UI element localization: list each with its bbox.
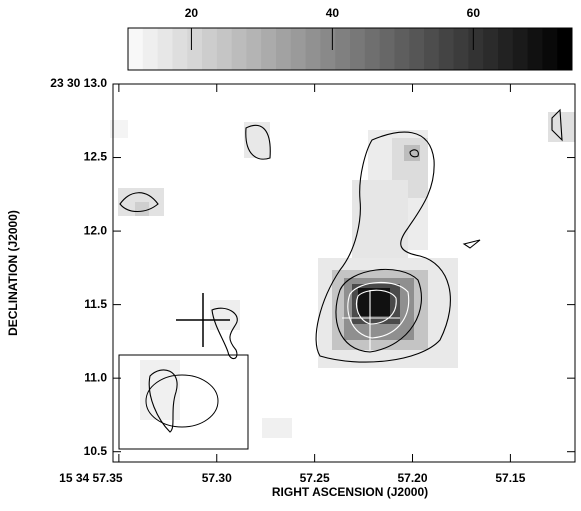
colorbar-tick-label: 20 xyxy=(185,6,199,20)
y-tick-label: 10.5 xyxy=(84,444,108,458)
colorbar-step xyxy=(394,28,410,70)
colorbar-step xyxy=(276,28,292,70)
beam xyxy=(118,354,249,450)
colorbar-step xyxy=(379,28,395,70)
colorbar-step xyxy=(542,28,558,70)
y-tick-label: 12.0 xyxy=(84,223,108,237)
colorbar-tick-label: 60 xyxy=(467,6,481,20)
colorbar-step xyxy=(468,28,484,70)
colorbar-step xyxy=(527,28,543,70)
colorbar-step xyxy=(335,28,351,70)
image-pixels xyxy=(110,112,575,438)
colorbar-step xyxy=(172,28,188,70)
colorbar-step xyxy=(320,28,336,70)
colorbar-step xyxy=(364,28,381,70)
colorbar-step xyxy=(157,28,173,70)
colorbar-step xyxy=(246,28,262,70)
colorbar-step xyxy=(424,28,440,70)
colorbar-step xyxy=(512,28,529,70)
colorbar-step xyxy=(409,28,425,70)
y-tick-label: 11.0 xyxy=(84,370,107,384)
colorbar-step xyxy=(142,28,159,70)
y-tick-label: 11.5 xyxy=(84,297,107,311)
x-tick-label: 57.15 xyxy=(495,471,525,485)
position-cross xyxy=(176,293,230,347)
colorbar-step xyxy=(187,28,203,70)
colorbar-step xyxy=(216,28,233,70)
colorbar-step xyxy=(557,28,573,70)
x-tick-label: 57.30 xyxy=(202,471,232,485)
x-tick-label: 15 34 57.35 xyxy=(59,471,123,485)
contours xyxy=(119,108,563,433)
x-tick-label: 57.25 xyxy=(300,471,330,485)
y-tick-label: 12.5 xyxy=(84,150,108,164)
colorbar-step xyxy=(438,28,455,70)
colorbar-step xyxy=(202,28,218,70)
colorbar-step xyxy=(261,28,277,70)
x-axis-label: RIGHT ASCENSION (J2000) xyxy=(272,485,428,499)
colorbar-step xyxy=(498,28,514,70)
colorbar-step xyxy=(290,28,307,70)
colorbar-tick-label: 40 xyxy=(326,6,340,20)
y-tick-label: 23 30 13.0 xyxy=(50,76,107,90)
colorbar-step xyxy=(128,28,144,70)
colorbar-step xyxy=(350,28,366,70)
colorbar xyxy=(128,28,573,70)
colorbar-step xyxy=(453,28,469,70)
colorbar-step xyxy=(483,28,499,70)
y-axis-label: DECLINATION (J2000) xyxy=(6,210,20,336)
colorbar-step xyxy=(231,28,247,70)
x-tick-label: 57.20 xyxy=(398,471,428,485)
axes: 15 34 57.35 57.30 57.25 57.20 57.15 10.5 11.0 1… xyxy=(50,6,575,485)
plot-frame xyxy=(112,83,576,463)
colorbar-frame xyxy=(127,27,573,71)
colorbar-step xyxy=(305,28,321,70)
